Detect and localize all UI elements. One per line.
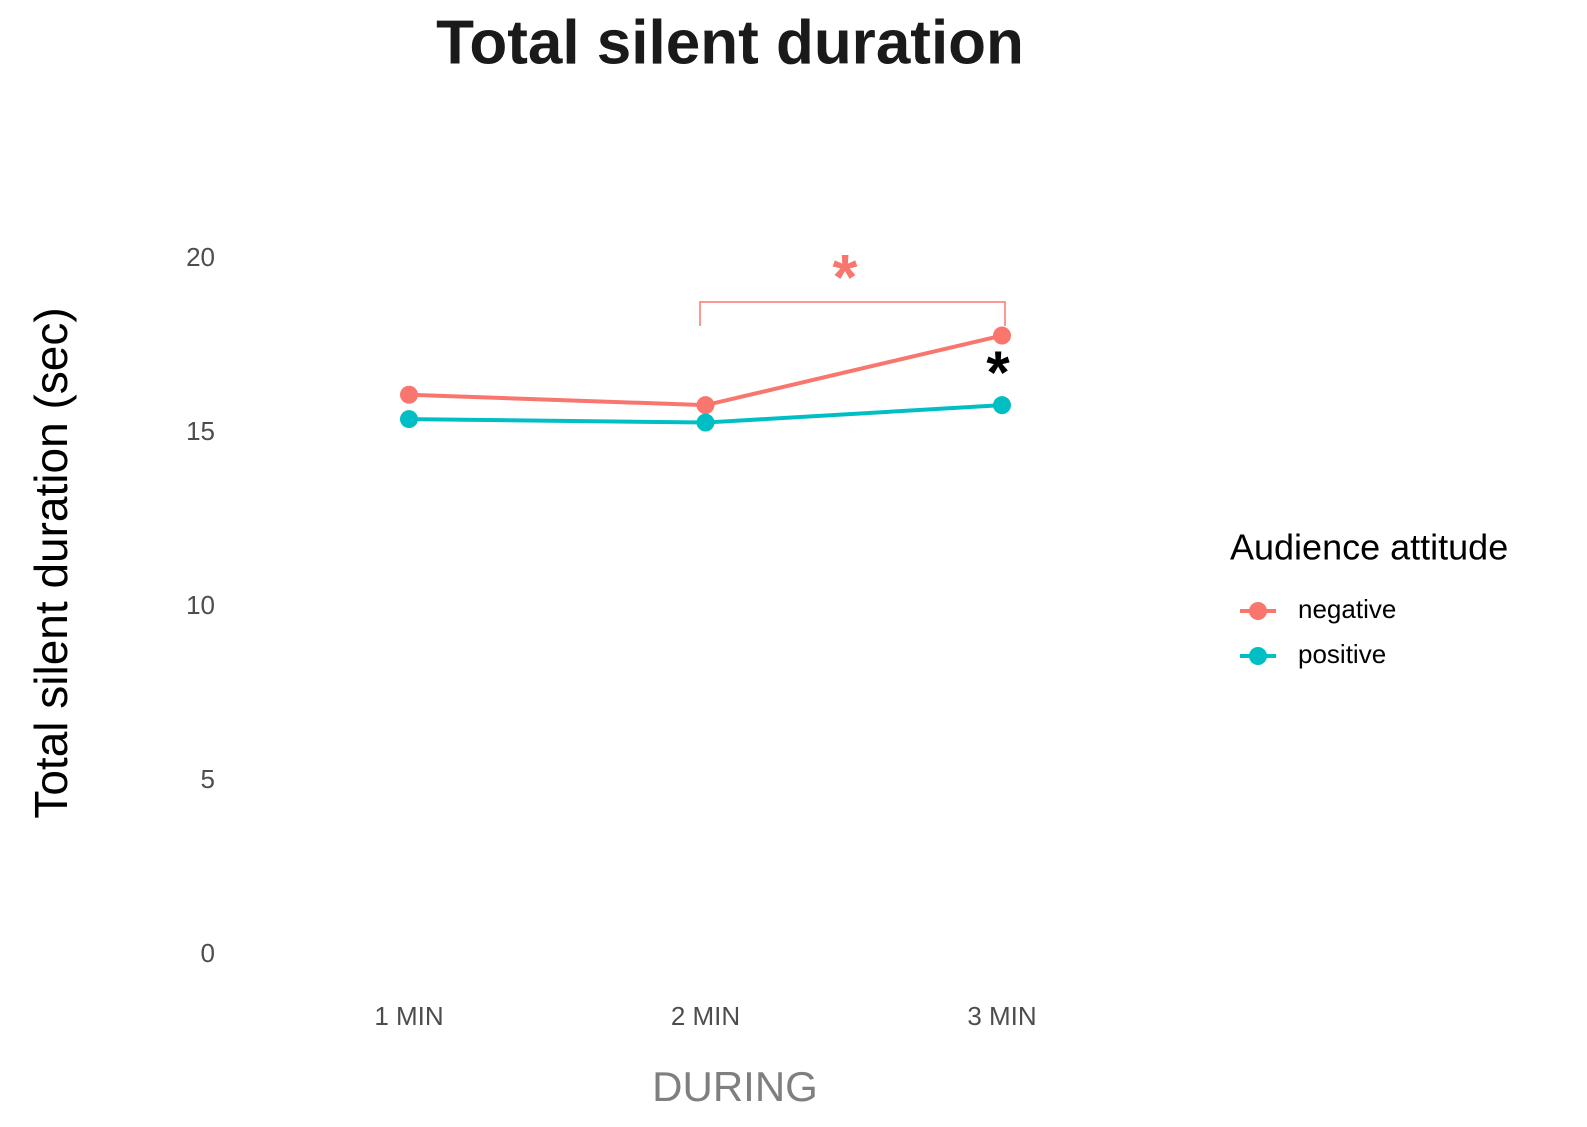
x-tick-label: 1 MIN [374, 1001, 443, 1031]
y-tick-label: 15 [186, 416, 215, 446]
y-tick-label: 20 [186, 242, 215, 272]
annotation: * [986, 339, 1010, 406]
point [993, 396, 1011, 415]
point [400, 410, 418, 429]
legend-marker [1249, 602, 1267, 620]
point [696, 396, 715, 415]
legend-marker [1249, 647, 1267, 665]
y-tick-label: 0 [201, 938, 215, 968]
x-tick-label: 3 MIN [967, 1001, 1036, 1031]
point [993, 326, 1011, 345]
y-tick-label: 10 [186, 590, 215, 620]
point [400, 385, 418, 404]
legend-label: negative [1298, 594, 1396, 624]
chart-title: Total silent duration [436, 8, 1024, 77]
x-tick-label: 2 MIN [671, 1001, 740, 1031]
significance-bracket [699, 301, 1006, 326]
y-axis-label: Total silent duration (sec) [25, 307, 77, 818]
annotation: * [833, 241, 858, 313]
series-line [408, 333, 1003, 408]
x-axis-label: DURING [652, 1063, 818, 1110]
y-tick-label: 5 [201, 764, 215, 794]
legend-label: positive [1298, 639, 1386, 669]
legend-title: Audience attitude [1230, 527, 1508, 568]
point [696, 413, 715, 432]
